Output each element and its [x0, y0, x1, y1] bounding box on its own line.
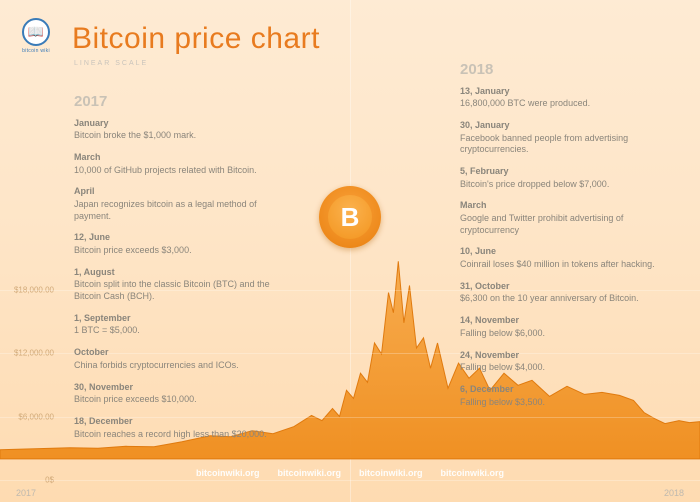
timeline-event: 31, October$6,300 on the 10 year anniver…: [460, 281, 670, 305]
timeline-event: 1, AugustBitcoin split into the classic …: [74, 267, 284, 303]
bitcoin-coin-icon: B: [319, 186, 381, 248]
event-text: Falling below $6,000.: [460, 328, 670, 340]
event-text: Bitcoin split into the classic Bitcoin (…: [74, 279, 284, 302]
timeline-event: 5, FebruaryBitcoin's price dropped below…: [460, 166, 670, 190]
event-text: 16,800,000 BTC were produced.: [460, 98, 670, 110]
event-date: 14, November: [460, 315, 670, 327]
timeline-event: 30, NovemberBitcoin price exceeds $10,00…: [74, 382, 284, 406]
year-heading-2017: 2017: [74, 92, 284, 112]
event-date: March: [460, 200, 670, 212]
footer-link[interactable]: bitcoinwiki.org: [441, 468, 505, 478]
event-text: Bitcoin broke the $1,000 mark.: [74, 130, 284, 142]
event-text: 1 BTC = $5,000.: [74, 325, 284, 337]
timeline-event: JanuaryBitcoin broke the $1,000 mark.: [74, 118, 284, 142]
event-date: 18, December: [74, 416, 284, 428]
x-axis: 2017 2018: [16, 488, 684, 498]
timeline-event: 18, DecemberBitcoin reaches a record hig…: [74, 416, 284, 440]
event-text: Falling below $4,000.: [460, 362, 670, 374]
event-text: Bitcoin's price dropped below $7,000.: [460, 179, 670, 191]
gridline: [0, 480, 700, 481]
footer-link[interactable]: bitcoinwiki.org: [277, 468, 341, 478]
event-date: 31, October: [460, 281, 670, 293]
timeline-event: March10,000 of GitHub projects related w…: [74, 152, 284, 176]
event-text: Bitcoin reaches a record high less than …: [74, 429, 284, 441]
event-date: October: [74, 347, 284, 359]
year-heading-2018: 2018: [460, 60, 670, 80]
y-axis: 0$$6,000.00$12,000.00$18,000.00: [2, 0, 58, 502]
event-text: Google and Twitter prohibit advertising …: [460, 213, 670, 236]
x-tick-start: 2017: [16, 488, 36, 498]
event-date: 5, February: [460, 166, 670, 178]
event-date: January: [74, 118, 284, 130]
event-date: 6, December: [460, 384, 670, 396]
timeline-event: 6, DecemberFalling below $3,500.: [460, 384, 670, 408]
timeline-event: 14, NovemberFalling below $6,000.: [460, 315, 670, 339]
timeline-event: 10, JuneCoinrail loses $40 million in to…: [460, 246, 670, 270]
timeline-event: 30, JanuaryFacebook banned people from a…: [460, 120, 670, 156]
event-date: 30, November: [74, 382, 284, 394]
event-date: 24, November: [460, 350, 670, 362]
footer-links: bitcoinwiki.org bitcoinwiki.org bitcoinwik…: [0, 468, 700, 478]
x-tick-end: 2018: [664, 488, 684, 498]
event-date: 13, January: [460, 86, 670, 98]
timeline-event: 24, NovemberFalling below $4,000.: [460, 350, 670, 374]
timeline-event: MarchGoogle and Twitter prohibit adverti…: [460, 200, 670, 236]
timeline-event: OctoberChina forbids cryptocurrencies an…: [74, 347, 284, 371]
event-text: Japan recognizes bitcoin as a legal meth…: [74, 199, 284, 222]
event-date: 12, June: [74, 232, 284, 244]
event-date: 10, June: [460, 246, 670, 258]
footer-link[interactable]: bitcoinwiki.org: [359, 468, 423, 478]
event-text: $6,300 on the 10 year anniversary of Bit…: [460, 293, 670, 305]
event-text: China forbids cryptocurrencies and ICOs.: [74, 360, 284, 372]
event-text: Falling below $3,500.: [460, 397, 670, 409]
event-date: March: [74, 152, 284, 164]
event-date: 1, September: [74, 313, 284, 325]
event-text: 10,000 of GitHub projects related with B…: [74, 165, 284, 177]
timeline-event: 1, September1 BTC = $5,000.: [74, 313, 284, 337]
events-2018-column: 2018 13, January16,800,000 BTC were prod…: [460, 60, 670, 418]
footer-link[interactable]: bitcoinwiki.org: [196, 468, 260, 478]
event-text: Facebook banned people from advertising …: [460, 133, 670, 156]
timeline-event: AprilJapan recognizes bitcoin as a legal…: [74, 186, 284, 222]
timeline-event: 13, January16,800,000 BTC were produced.: [460, 86, 670, 110]
event-text: Bitcoin price exceeds $10,000.: [74, 394, 284, 406]
event-date: April: [74, 186, 284, 198]
event-date: 1, August: [74, 267, 284, 279]
events-2017-column: 2017 JanuaryBitcoin broke the $1,000 mar…: [74, 92, 284, 450]
event-text: Coinrail loses $40 million in tokens aft…: [460, 259, 670, 271]
event-date: 30, January: [460, 120, 670, 132]
event-text: Bitcoin price exceeds $3,000.: [74, 245, 284, 257]
timeline-event: 12, JuneBitcoin price exceeds $3,000.: [74, 232, 284, 256]
